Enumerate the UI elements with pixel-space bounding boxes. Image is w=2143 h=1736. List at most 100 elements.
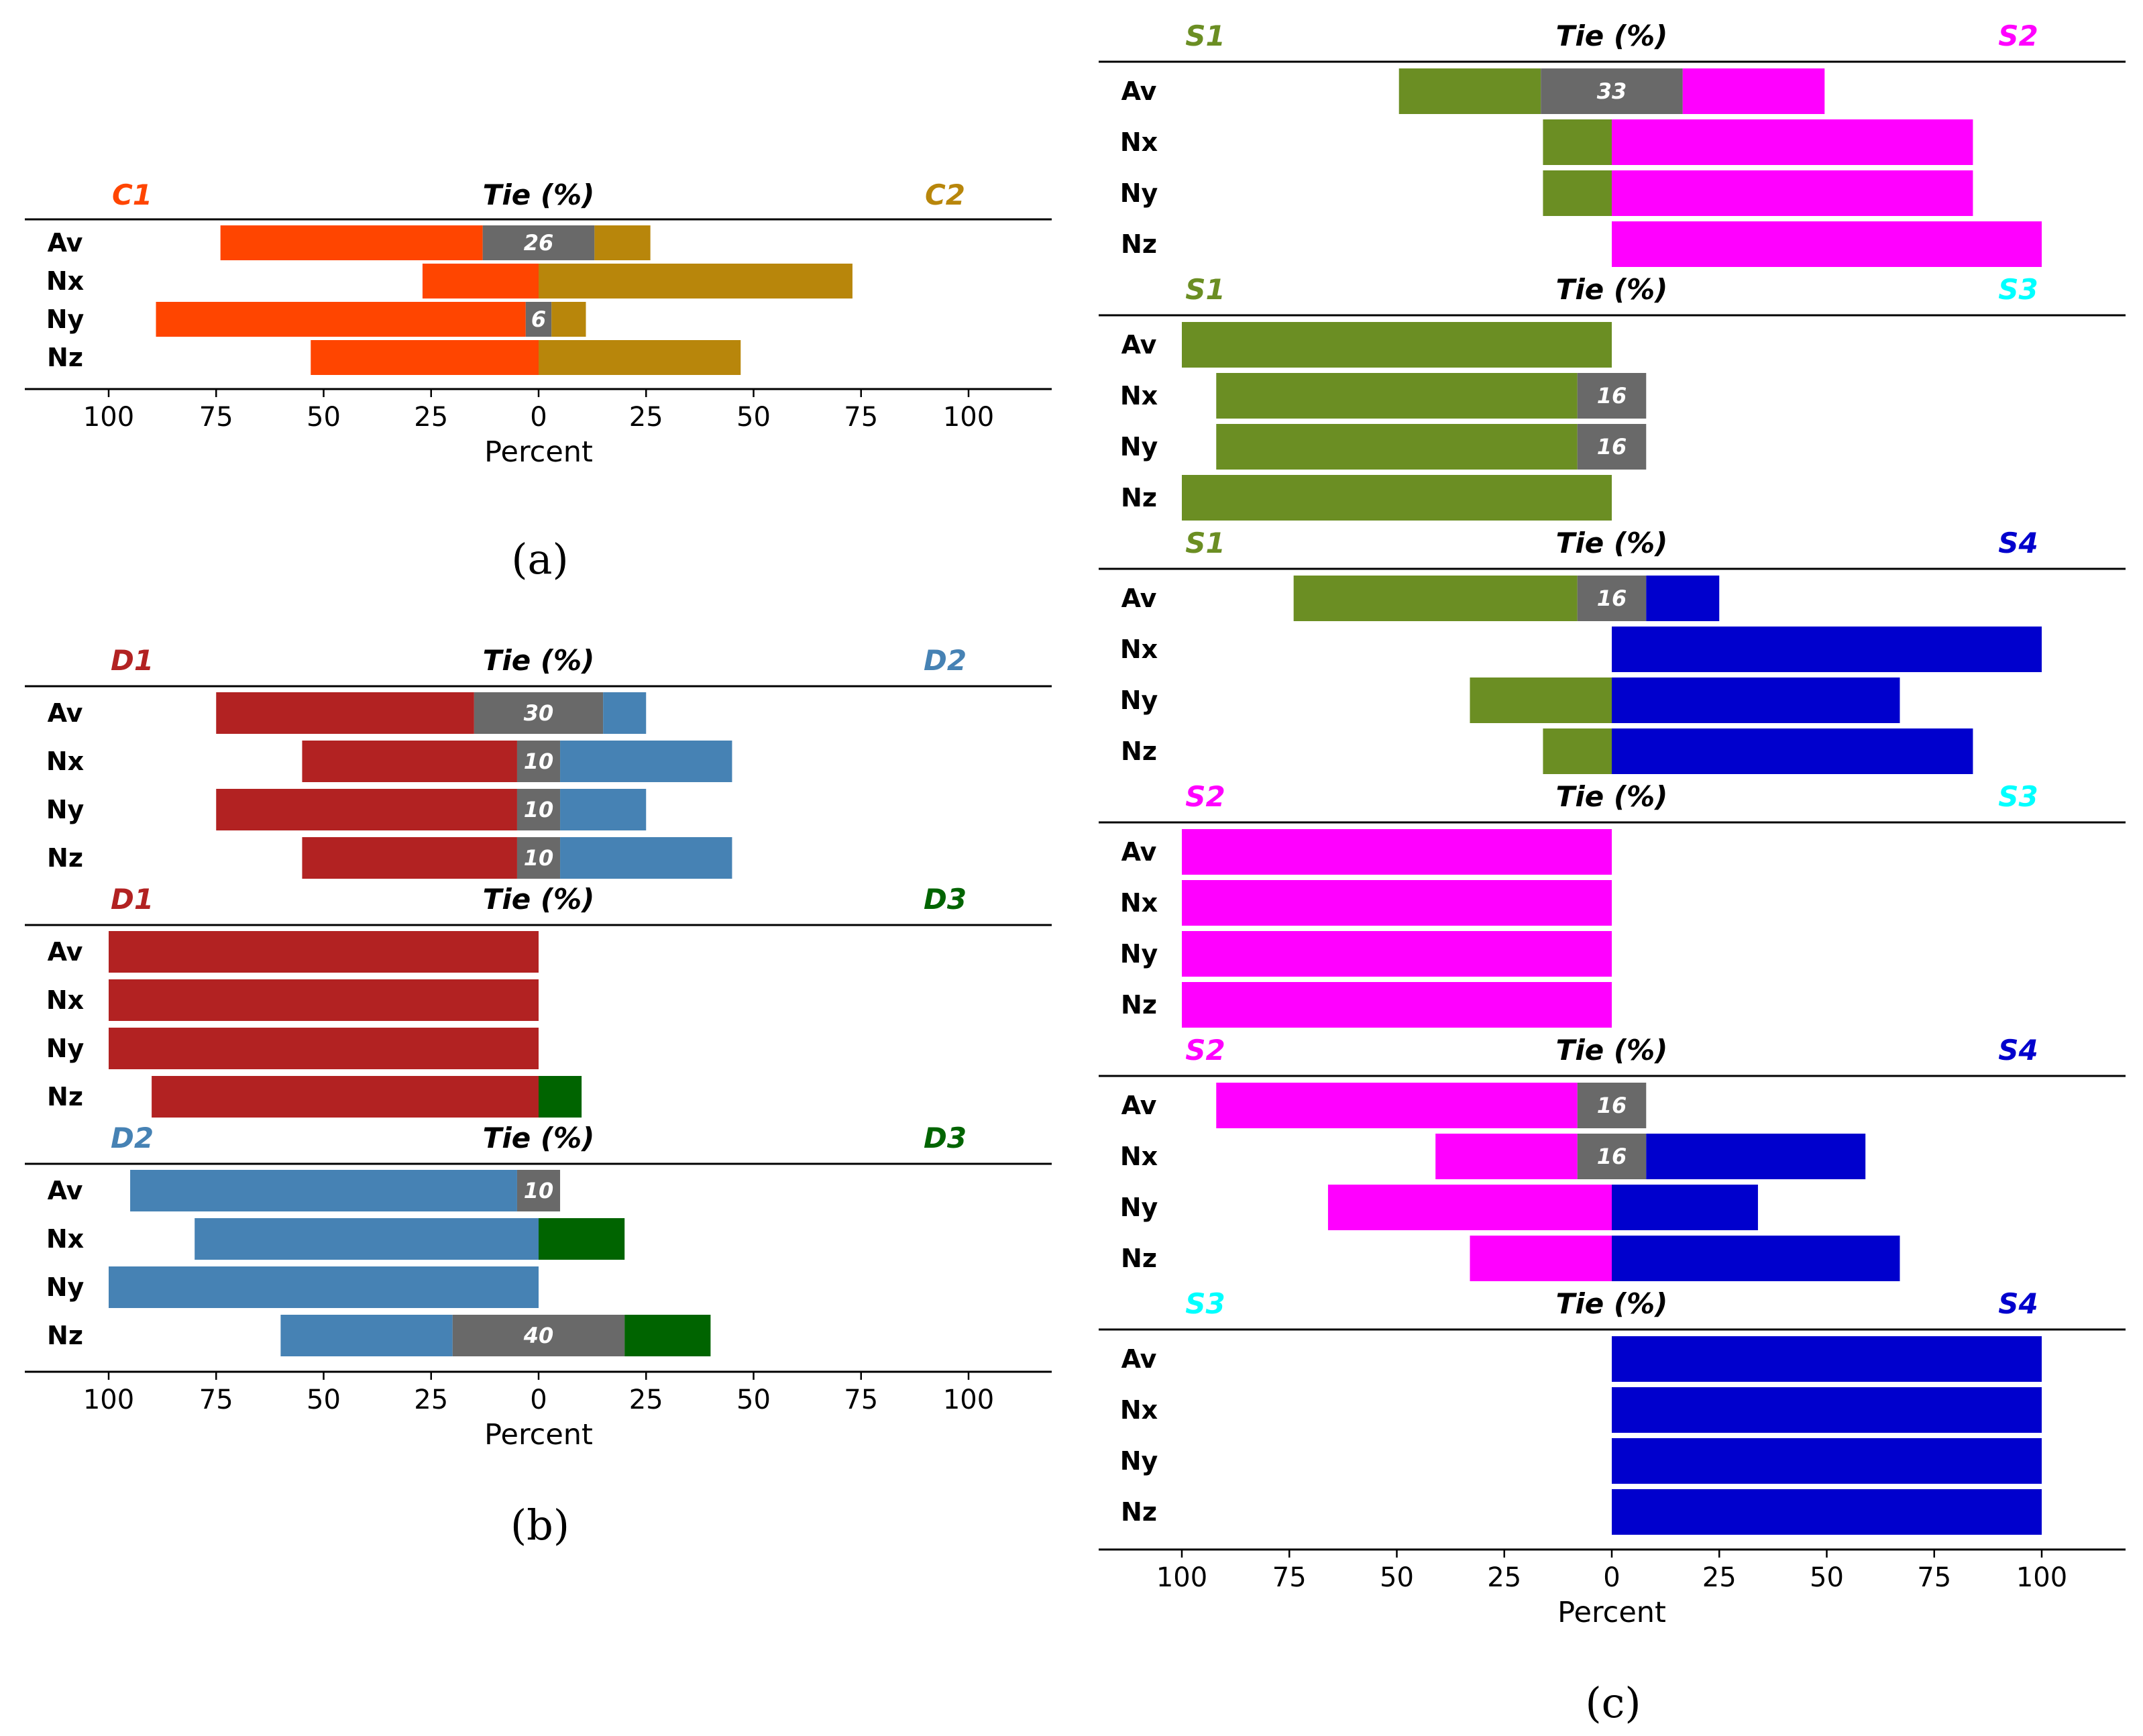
- legend-left-label: D1: [111, 644, 154, 677]
- row-label-Av: Av: [1121, 1344, 1157, 1374]
- tie-value-Ny: 10: [524, 797, 554, 822]
- bar-D1-Nz: [302, 837, 517, 879]
- bar-tie-Av: [482, 225, 595, 260]
- row-label-Ny: Ny: [1120, 1446, 1158, 1476]
- x-tick-label: 75: [1917, 1562, 1951, 1593]
- legend-left-label: D2: [111, 1122, 154, 1154]
- row-label-Nx: Nx: [1120, 381, 1158, 411]
- bar-D2-Nz: [280, 1315, 453, 1356]
- x-tick-label: 100: [1156, 1562, 1207, 1593]
- row-label-Nz: Nz: [1121, 483, 1157, 512]
- legend-right-label: S3: [1998, 780, 2038, 813]
- row-label-Nx: Nx: [46, 747, 84, 776]
- row-label-Av: Av: [1121, 330, 1157, 360]
- bar-tie-Ny: [1577, 424, 1647, 470]
- bar-D2-Av: [603, 692, 647, 734]
- bar-S4-Av: [1612, 1336, 2042, 1382]
- x-tick-label: 50: [736, 402, 771, 433]
- bar-C2-Av: [594, 225, 651, 260]
- bar-S2-Nx: [1612, 119, 1973, 165]
- x-tick-label: 25: [1487, 1562, 1521, 1593]
- row-label-Nx: Nx: [1120, 1142, 1158, 1171]
- x-tick-label: 100: [83, 1385, 134, 1415]
- bar-tie-Nz: [452, 1315, 625, 1356]
- bar-D1-Av: [216, 692, 474, 734]
- legend-tie-label: Tie (%): [483, 178, 595, 211]
- row-label-Nz: Nz: [1121, 990, 1157, 1020]
- bar-S1-Ny: [1543, 170, 1612, 216]
- bar-S2-Nx: [1435, 1134, 1578, 1179]
- x-tick-label: 0: [530, 402, 547, 433]
- bar-S1-Nx: [1216, 373, 1578, 419]
- bar-tie-Av: [1577, 1083, 1647, 1128]
- x-axis: 100 75 50 25 0 25 50 75 100 Percent: [25, 1370, 1052, 1452]
- tie-value-Av: 26: [524, 230, 554, 256]
- row-label-Nx: Nx: [1120, 888, 1158, 918]
- legend-left-label: S2: [1185, 1034, 1225, 1067]
- block-S2-vs-S4: S2 Tie (%) S4 Av 16 Nx 16 Ny Nz: [1099, 1034, 2126, 1281]
- block-S1-vs-S3: S1 Tie (%) S3 Av Nx 16 Ny 16 Nz: [1099, 273, 2126, 521]
- tie-value-Nx: 16: [1597, 383, 1627, 409]
- bar-C2-Nz: [539, 340, 741, 375]
- x-tick-label: 25: [1702, 1562, 1737, 1593]
- bar-tie-Av: [516, 1170, 561, 1211]
- bar-S2-Nz: [1612, 221, 2042, 267]
- bar-S1-Ny: [1216, 424, 1578, 470]
- bar-S4-Nz: [1612, 1489, 2042, 1535]
- x-axis: 100 75 50 25 0 25 50 75 100 Percent: [25, 388, 1052, 469]
- bar-tie-Ny: [516, 789, 561, 830]
- bar-C1-Ny: [156, 302, 526, 337]
- x-tick-label: 25: [629, 1385, 663, 1415]
- bar-D2-Nz: [560, 837, 732, 879]
- x-axis: 100 75 50 25 0 25 50 75 100 Percent: [1099, 1548, 2126, 1629]
- bar-D2-Nx: [560, 741, 732, 782]
- row-label-Nx: Nx: [46, 985, 84, 1015]
- legend-right-label: S2: [1998, 19, 2038, 52]
- bar-C2-Ny: [551, 302, 586, 337]
- bar-S4-Nz: [1612, 728, 1973, 774]
- row-label-Nz: Nz: [1121, 229, 1157, 259]
- row-label-Av: Av: [48, 937, 83, 967]
- row-label-Av: Av: [48, 228, 83, 258]
- tie-value-Av: 30: [524, 700, 554, 726]
- x-tick-label: 50: [1380, 1562, 1414, 1593]
- row-label-Nz: Nz: [47, 843, 83, 873]
- row-label-Ny: Ny: [1120, 432, 1158, 462]
- x-tick-label: 0: [530, 1385, 547, 1415]
- tie-value-Nz: 40: [523, 1323, 554, 1348]
- bar-S2-Av: [1682, 68, 1825, 114]
- bar-D3-Nz: [539, 1076, 582, 1118]
- legend-right-label: D2: [924, 644, 967, 677]
- bar-S4-Ny: [1612, 677, 1900, 723]
- row-label-Av: Av: [1121, 76, 1157, 106]
- row-label-Av: Av: [48, 698, 83, 728]
- x-tick-label: 50: [307, 1385, 341, 1415]
- block-S1-vs-S4: S1 Tie (%) S4 Av 16 Nx Ny Nz: [1099, 527, 2126, 774]
- bar-tie-Nx: [1577, 373, 1647, 419]
- row-label-Ny: Ny: [1120, 178, 1158, 208]
- row-label-Ny: Ny: [46, 1034, 85, 1063]
- bar-S4-Ny: [1612, 1438, 2042, 1484]
- x-tick-label: 100: [83, 402, 134, 433]
- legend-right-label: S4: [1998, 1287, 2038, 1320]
- panel-c-letter: (c): [1585, 1678, 1641, 1727]
- tie-value-Av: 33: [1597, 78, 1627, 104]
- bar-S2-Nx: [1182, 880, 1612, 926]
- row-label-Nx: Nx: [46, 266, 84, 296]
- block-D2-vs-D3: D2 Tie (%) D3 Av 10 Nx Ny Nz 40: [25, 1122, 1052, 1356]
- legend-right-label: D3: [924, 883, 967, 916]
- legend-left-label: S1: [1185, 19, 1225, 52]
- row-label-Av: Av: [1121, 584, 1157, 613]
- bar-S2-Ny: [1182, 931, 1612, 977]
- row-label-Nz: Nz: [1121, 1497, 1157, 1527]
- block-S2-vs-S3: S2 Tie (%) S3 Av Nx Ny Nz: [1099, 780, 2126, 1028]
- bar-S1-Av: [1182, 322, 1612, 368]
- bar-D1-Ny: [109, 1028, 539, 1069]
- panel-b-chart: D1 Tie (%) D2 Av 30 Nx 10 Ny 10 Nz 10 D1 Tie (%) D3 Av…: [25, 644, 1052, 1452]
- legend-left-label: S1: [1185, 273, 1225, 306]
- x-tick-label: 25: [414, 1385, 448, 1415]
- x-axis-title: Percent: [484, 1418, 593, 1452]
- legend-right-label: S3: [1998, 273, 2038, 306]
- row-label-Ny: Ny: [1120, 686, 1158, 715]
